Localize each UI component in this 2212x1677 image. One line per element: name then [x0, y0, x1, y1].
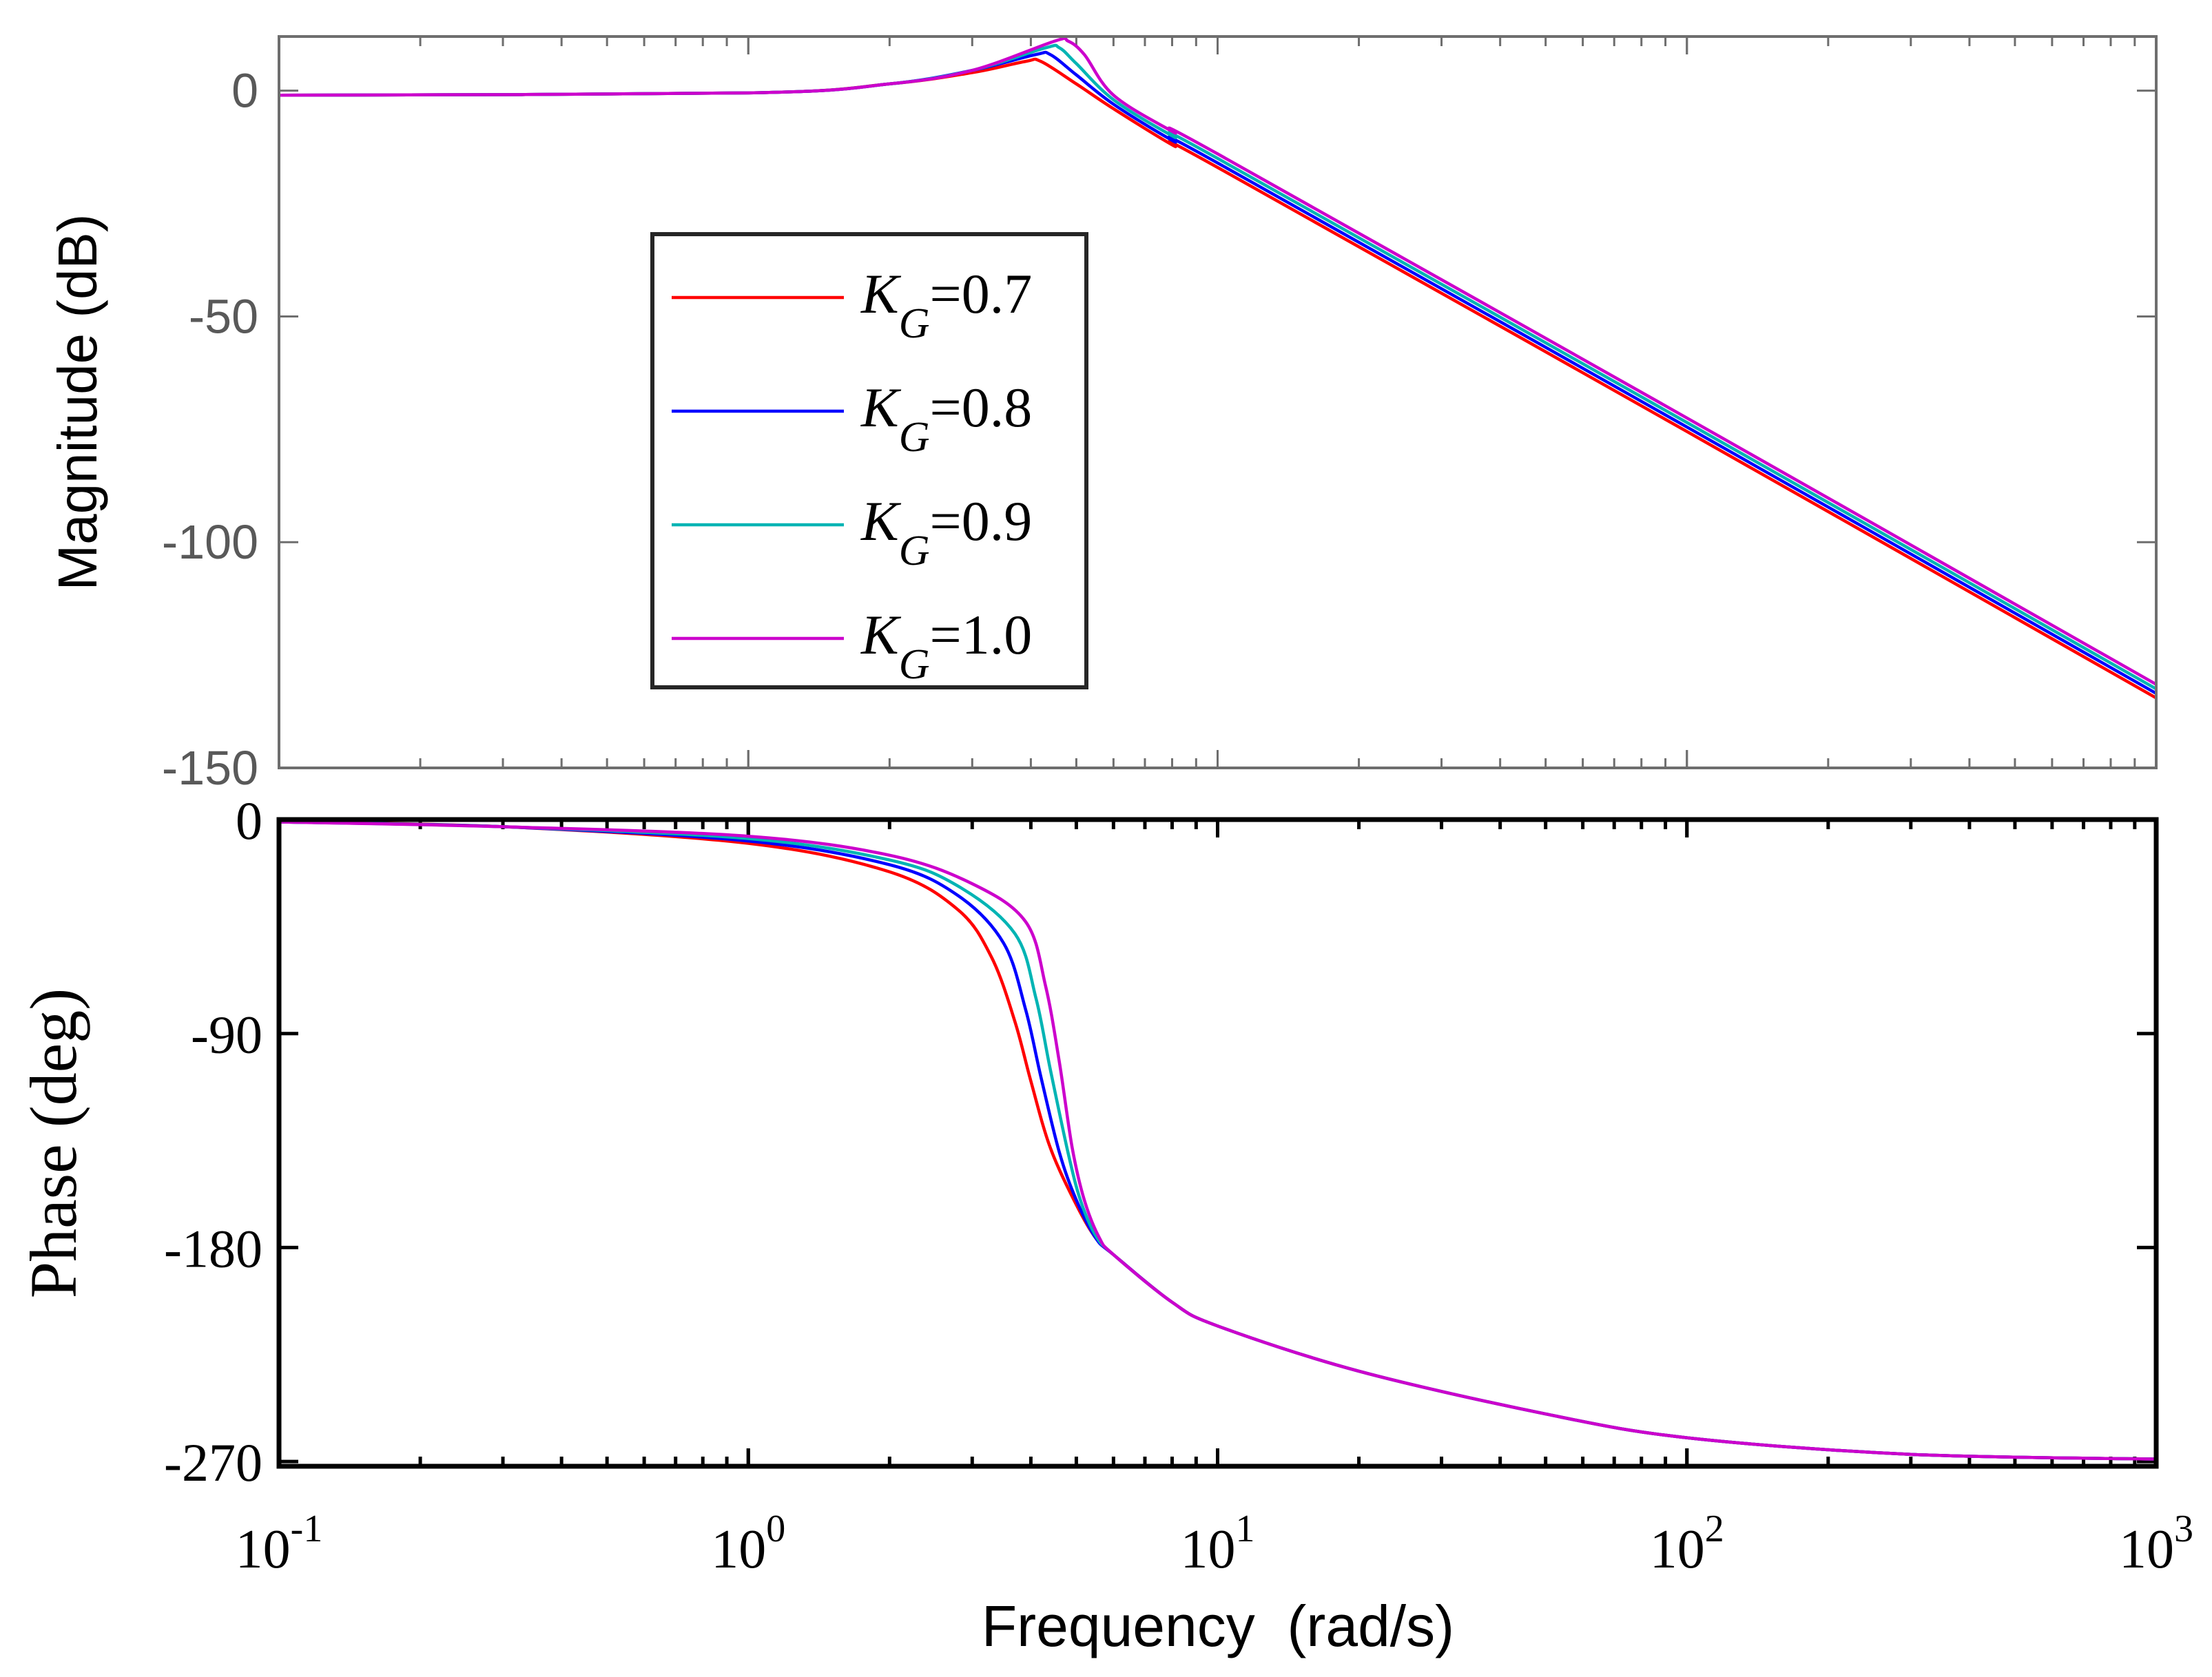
- magnitude-axes-box: [278, 35, 2158, 769]
- phase-y-tick-label: 0: [236, 791, 262, 851]
- phase-series: [278, 820, 2157, 1461]
- phase-y-tick-label: -180: [164, 1218, 262, 1278]
- legend-box: [650, 232, 1088, 689]
- magnitude-y-tick-label: -100: [162, 515, 258, 569]
- x-tick-label: 102: [1650, 1508, 1724, 1580]
- magnitude-series: [278, 37, 2158, 700]
- x-tick-label: 101: [1181, 1508, 1255, 1580]
- x-tick-labels: 10-1 100 101 102 103: [236, 1508, 2193, 1580]
- magnitude-line-k-g-1-0: [278, 37, 2158, 686]
- legend-label: KG=0.9: [860, 490, 1032, 574]
- x-tick-label: 10-1: [236, 1508, 323, 1580]
- x-axis-label: Frequency (rad/s): [982, 1594, 1454, 1658]
- legend-label: KG=0.7: [860, 262, 1032, 347]
- phase-y-axis-label: Phase (deg): [17, 988, 90, 1299]
- phase-line-k-g-1-0: [278, 820, 2157, 1461]
- phase-axes-box: [276, 817, 2159, 1469]
- phase-y-tick-label: -90: [191, 1005, 262, 1065]
- magnitude-panel: 0 -50 -100 -150 Magnitude (dB) KG=0.7 KG=0.8…: [47, 35, 2158, 795]
- magnitude-y-tick-labels: 0 -50 -100 -150: [162, 64, 258, 795]
- legend-label: KG=0.8: [860, 376, 1032, 461]
- magnitude-y-tick-label: 0: [231, 64, 258, 118]
- legend-label: KG=1.0: [860, 603, 1032, 688]
- phase-y-tick-labels: 0 -90 -180 -270: [164, 791, 262, 1492]
- magnitude-y-axis-label: Magnitude (dB): [47, 214, 108, 591]
- phase-panel: 0 -90 -180 -270 10-1 100 101 102 103 Phase (deg…: [17, 791, 2193, 1658]
- magnitude-tick-marks: [278, 37, 2158, 769]
- legend: KG=0.7 KG=0.8 KG=0.9 KG=1.0: [650, 232, 1088, 689]
- x-tick-label: 100: [711, 1508, 785, 1580]
- magnitude-y-tick-label: -50: [189, 289, 258, 343]
- x-tick-label: 103: [2119, 1508, 2193, 1580]
- magnitude-y-tick-label: -150: [162, 741, 258, 795]
- phase-y-tick-label: -270: [164, 1433, 262, 1492]
